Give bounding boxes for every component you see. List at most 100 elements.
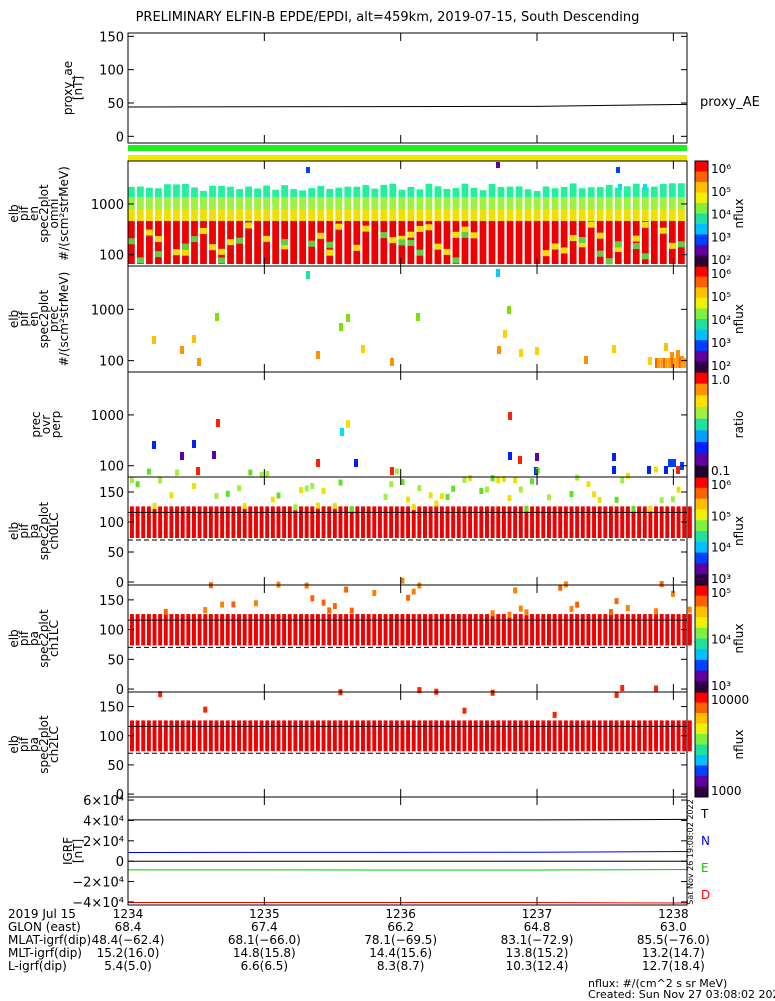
omni-cell	[434, 197, 442, 209]
pa-cell	[225, 490, 230, 497]
ratio-cell	[535, 453, 539, 461]
pa-cell	[304, 506, 309, 538]
pa-cell	[220, 601, 225, 608]
pa-cell	[637, 506, 642, 538]
y-axis-label: en	[27, 206, 41, 221]
omni-cell	[461, 183, 469, 198]
proxy-ae-label: proxy_AE	[700, 95, 760, 110]
pa-cell	[220, 720, 225, 752]
pa-cell	[141, 506, 146, 538]
pa-cell	[242, 506, 247, 538]
colorbar-segment	[695, 182, 708, 193]
pa-cell	[620, 614, 625, 646]
ratio-cell	[612, 453, 616, 461]
pa-cell	[287, 720, 292, 752]
pa-cell	[242, 502, 247, 509]
colorbar-segment	[695, 161, 708, 172]
omni-cell	[281, 209, 289, 221]
y-axis-label: elb	[7, 735, 21, 753]
y-axis-label: pa	[27, 737, 41, 752]
colorbar-tick-label: 10⁶	[711, 162, 731, 176]
pa-cell	[592, 491, 597, 498]
y-axis-label: spec2plot	[37, 184, 51, 243]
omni-cell	[326, 197, 334, 209]
pa-cell	[304, 582, 309, 589]
pa-cell	[158, 477, 163, 484]
pa-cell	[496, 477, 501, 484]
igrf-legend-n: N	[701, 834, 710, 848]
colorbar-segment	[695, 649, 708, 661]
igrf-line-t	[128, 818, 688, 821]
colorbar-segment	[695, 383, 708, 396]
pa-cell	[383, 494, 388, 501]
pa-cell	[169, 614, 174, 646]
omni-cell	[146, 221, 153, 264]
pa-cell	[620, 477, 625, 484]
x-row-value: 14.8(15.8)	[233, 946, 296, 960]
colorbar-segment	[695, 595, 708, 607]
prec-cell	[657, 358, 660, 368]
pa-cell	[490, 689, 495, 696]
pa-cell	[383, 720, 388, 752]
omni-cell	[416, 209, 424, 221]
y-tick-label: 100	[99, 249, 124, 264]
colorbar-segment	[695, 702, 708, 714]
y-axis-label: prec	[29, 411, 43, 437]
omni-cell	[515, 186, 523, 201]
omni-cell	[632, 209, 640, 221]
pa-cell	[546, 506, 551, 538]
pa-cell	[479, 720, 484, 752]
pa-cell	[265, 614, 270, 646]
pa-cell	[620, 506, 625, 538]
omni-cell	[479, 209, 487, 221]
omni-cell	[254, 209, 261, 221]
pa-cell	[575, 474, 580, 481]
pa-cell	[242, 720, 247, 752]
omni-cell	[569, 209, 577, 221]
pa-cell	[659, 506, 664, 538]
x-row-label: GLON (east)	[8, 920, 81, 934]
pa-cell	[462, 476, 467, 483]
pa-cell	[310, 720, 315, 752]
pa-cell	[344, 614, 349, 646]
pa-cell	[411, 588, 416, 595]
omni-cell	[272, 189, 280, 204]
x-row-value: 68.4	[115, 920, 142, 934]
pa-cell	[406, 720, 411, 752]
pa-cell	[203, 614, 208, 646]
pa-cell	[439, 720, 444, 752]
ratio-cell	[316, 459, 320, 467]
omni-cell	[614, 197, 622, 209]
omni-cell	[524, 221, 532, 264]
pa-cell	[535, 614, 540, 646]
omni-cell	[173, 209, 180, 221]
pa-cell	[135, 614, 140, 646]
prec-cell	[584, 356, 588, 364]
y-tick-label: 100	[99, 355, 124, 370]
omni-cell	[515, 197, 523, 209]
omni-cell	[290, 197, 298, 209]
omni-cell	[641, 209, 649, 221]
omni-cell	[650, 209, 658, 221]
omni-cell	[407, 197, 415, 209]
omni-cell	[281, 185, 289, 200]
pa-cell	[654, 506, 659, 538]
pa-cell	[552, 506, 557, 538]
omni-cell	[659, 227, 667, 234]
prec-cell	[507, 306, 511, 314]
omni-cell	[623, 197, 631, 209]
pa-cell	[541, 720, 546, 752]
omni-cell	[137, 209, 144, 221]
pa-cell	[654, 614, 659, 646]
pa-cell	[659, 581, 664, 588]
ratio-cell	[152, 441, 156, 449]
pa-cell	[670, 506, 675, 538]
omni-cell	[416, 197, 424, 209]
omni-cell	[623, 186, 631, 201]
pa-cell	[214, 492, 219, 499]
pa-cell	[456, 720, 461, 752]
pa-cell	[332, 502, 337, 509]
pa-cell	[608, 720, 613, 752]
ratio-cell	[508, 452, 512, 460]
omni-cell	[335, 209, 343, 221]
